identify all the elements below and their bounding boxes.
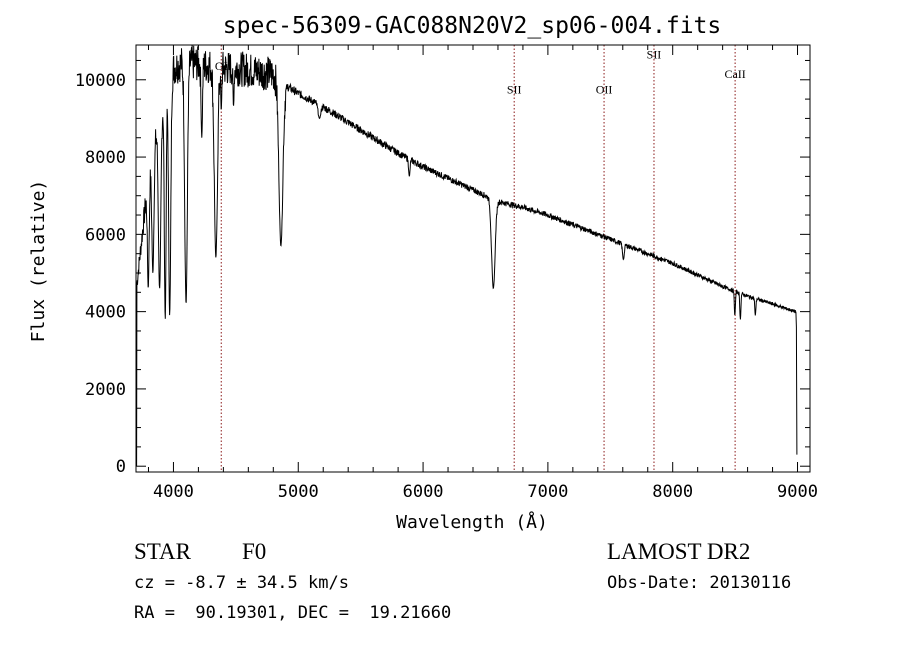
x-tick-label: 9000 [777, 482, 818, 502]
y-tick-label: 6000 [85, 225, 126, 245]
chart-title: spec-56309-GAC088N20V2_sp06-004.fits [223, 13, 722, 39]
spectrum-line [136, 44, 798, 467]
x-tick-label: 7000 [527, 482, 568, 502]
ref-line-label: SII [507, 82, 522, 96]
x-tick-label: 8000 [652, 482, 693, 502]
survey-name: LAMOST DR2 [607, 539, 751, 564]
object-class: STAR [134, 539, 191, 564]
plot-frame [135, 44, 811, 473]
coordinates: RA = 90.19301, DEC = 19.21660 [134, 603, 452, 623]
y-tick-label: 8000 [85, 148, 126, 168]
y-tick-label: 0 [116, 457, 126, 477]
y-axis-label: Flux (relative) [28, 180, 49, 343]
y-tick-label: 2000 [85, 380, 126, 400]
y-tick-label: 10000 [75, 71, 126, 91]
ref-line-label: OII [596, 82, 613, 96]
obs-date: Obs-Date: 20130116 [607, 573, 792, 593]
redshift-readout: cz = -8.7 ± 34.5 km/s [134, 573, 349, 593]
x-tick-label: 6000 [403, 482, 444, 502]
x-tick-label: 5000 [278, 482, 319, 502]
ref-line-label: CaII [724, 67, 745, 81]
x-tick-label: 4000 [153, 482, 194, 502]
y-tick-label: 4000 [85, 303, 126, 323]
ref-line-label: SII [647, 48, 662, 62]
object-subclass: F0 [242, 539, 267, 564]
x-axis-label: Wavelength (Å) [396, 511, 548, 533]
spectrum-chart: spec-56309-GAC088N20V2_sp06-004.fits OIS… [28, 13, 818, 533]
